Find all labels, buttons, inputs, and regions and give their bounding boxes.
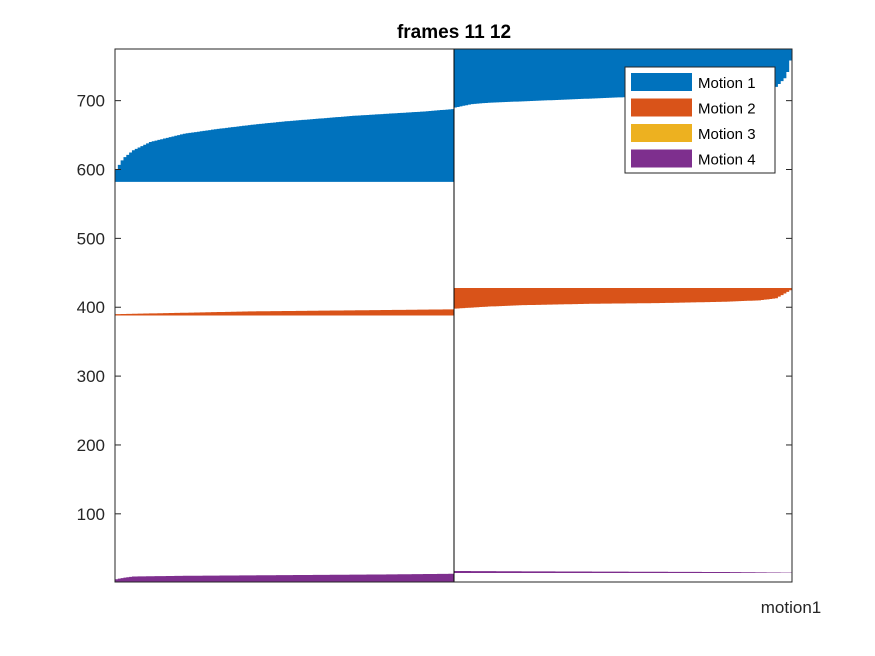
x-axis-label: motion1	[761, 598, 821, 617]
series-2-frame-1-area	[115, 309, 454, 316]
y-tick-label: 500	[77, 229, 105, 248]
y-tick-label: 200	[77, 436, 105, 455]
legend-label-4: Motion 4	[698, 152, 756, 169]
chart-title: frames 11 12	[397, 22, 511, 43]
y-tick-label: 600	[77, 161, 105, 180]
series-4-frame-2-area	[454, 570, 792, 574]
legend-label-2: Motion 2	[698, 101, 756, 118]
series-4-frame-1-area	[115, 573, 454, 582]
axes-box	[114, 48, 793, 583]
legend-label-1: Motion 1	[698, 75, 756, 92]
y-tick-label: 300	[77, 367, 105, 386]
legend-swatch-3	[631, 124, 692, 142]
legend[interactable]: Motion 1 Motion 2 Motion 3 Motion 4	[624, 66, 776, 174]
series-1-frame-1-area	[115, 108, 454, 182]
y-tick-label: 700	[77, 92, 105, 111]
series-2-frame-2-area	[454, 287, 792, 309]
y-tick-label: 400	[77, 298, 105, 317]
legend-entries: Motion 1 Motion 2 Motion 3 Motion 4	[631, 73, 756, 169]
legend-swatch-1	[631, 73, 692, 91]
legend-swatch-4	[631, 149, 692, 168]
y-tick-label: 100	[77, 505, 105, 524]
legend-label-3: Motion 3	[698, 126, 756, 143]
axes-layer: 100 200 300 400 500 600 700	[77, 92, 792, 524]
legend-swatch-2	[631, 98, 692, 117]
